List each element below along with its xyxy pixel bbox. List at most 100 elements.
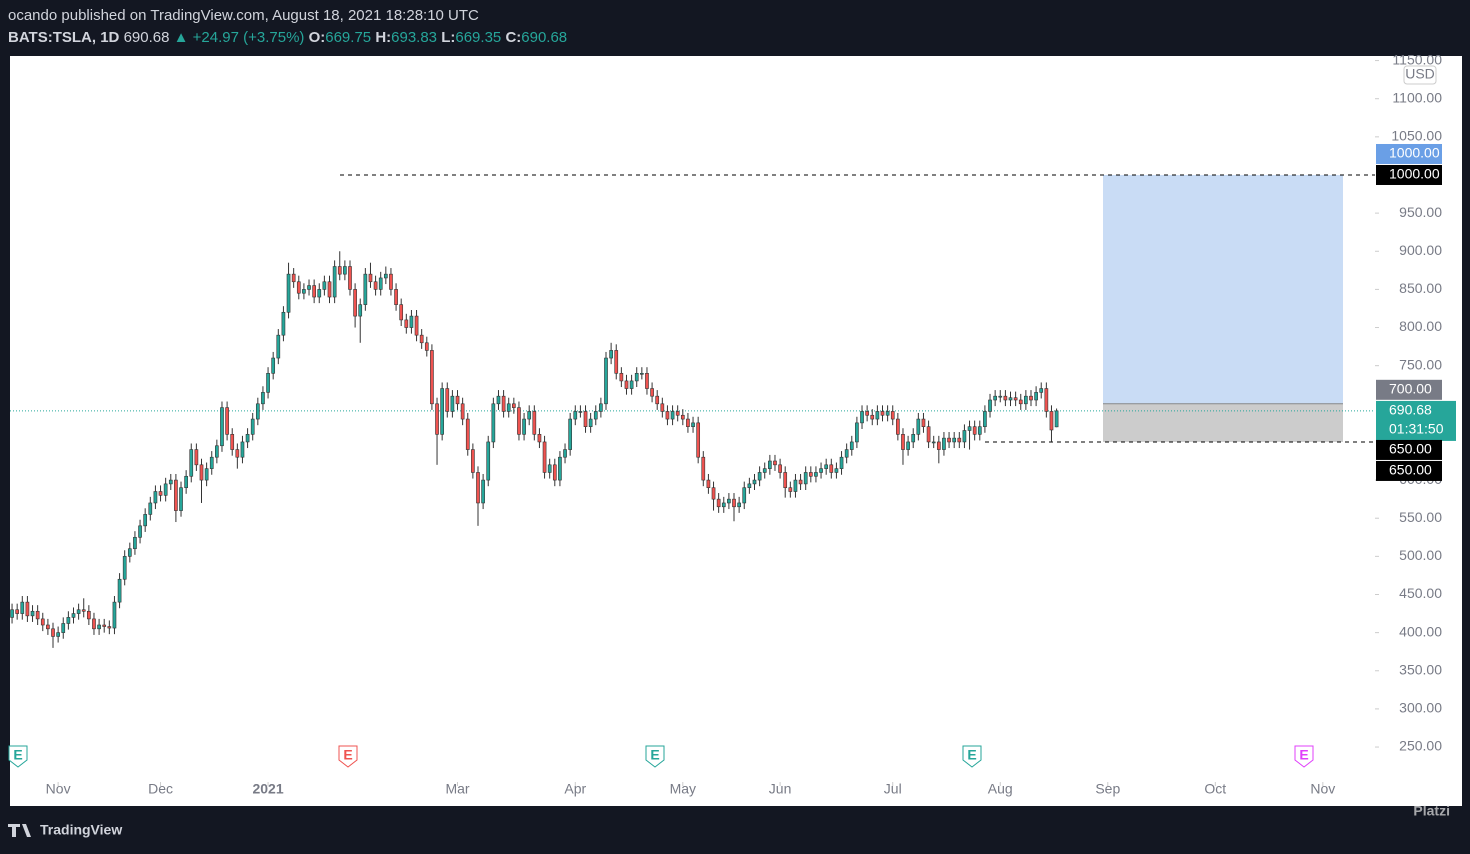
candle-body — [312, 285, 316, 298]
candle-body — [25, 601, 30, 617]
price-bubble-label: 1000.00 — [1389, 166, 1440, 182]
candle-body — [266, 372, 270, 393]
candle-body — [849, 441, 854, 450]
candle-body — [721, 502, 726, 508]
candle-body — [916, 418, 921, 435]
candle-body — [742, 487, 747, 504]
change: +24.97 (+3.75%) — [192, 29, 305, 46]
candle-body — [455, 395, 460, 405]
earnings-icon: E — [8, 745, 28, 768]
y-tick-label: 300.00 — [1399, 700, 1442, 716]
candle-body — [691, 422, 695, 427]
watermark: Platzi — [1413, 803, 1450, 819]
earnings-icon: E — [645, 745, 665, 768]
x-tick-label: Jun — [769, 781, 792, 797]
y-tick-label: 850.00 — [1399, 280, 1442, 296]
candle-body — [701, 456, 706, 481]
price-bubble — [1376, 379, 1442, 400]
candle-body — [383, 273, 388, 279]
candle-body — [629, 380, 634, 389]
h-label: H: — [375, 29, 392, 46]
candle-body — [15, 609, 20, 614]
y-tick-label: 450.00 — [1399, 585, 1442, 601]
candle-body — [957, 437, 962, 443]
candle-body — [588, 418, 593, 427]
candle-body — [865, 411, 869, 416]
candle-body — [163, 483, 168, 496]
y-tick-label: 350.00 — [1399, 661, 1442, 677]
candle-body — [127, 548, 132, 557]
candle-body — [1044, 388, 1049, 412]
candle-body — [716, 498, 721, 508]
price-bubble — [1376, 460, 1442, 481]
earnings-icon: E — [962, 745, 982, 768]
candle-body — [476, 472, 480, 504]
candle-body — [839, 456, 844, 469]
candle-body — [102, 624, 107, 627]
candle-body — [30, 610, 35, 617]
candle-body — [174, 479, 178, 511]
candle-body — [133, 536, 137, 550]
y-tick-label: 800.00 — [1399, 318, 1442, 334]
candle-body — [424, 342, 429, 351]
candle-body — [778, 464, 782, 473]
candle-body — [445, 388, 450, 412]
candle-body — [153, 491, 158, 504]
candle-body — [230, 434, 235, 450]
candle-body — [931, 441, 936, 444]
y-tick-label: 1050.00 — [1391, 128, 1442, 144]
candle-body — [286, 273, 291, 313]
candle-body — [757, 472, 762, 481]
candle-body — [363, 273, 368, 305]
candle-body — [1039, 388, 1044, 393]
candle-body — [496, 395, 501, 405]
candle-body — [179, 487, 183, 511]
candle-body — [890, 411, 895, 420]
candle-body — [977, 426, 982, 435]
candle-body — [281, 311, 286, 336]
y-tick-label: 750.00 — [1399, 356, 1442, 372]
candle-body — [686, 418, 690, 427]
candle-body — [1034, 392, 1038, 401]
candle-body — [747, 483, 752, 489]
candle-body — [517, 407, 521, 435]
price-bubble-label: 650.00 — [1389, 441, 1432, 457]
candle-body — [348, 266, 352, 290]
candle-body — [465, 418, 470, 450]
countdown: 01:31:50 — [1389, 421, 1444, 437]
candle-body — [51, 628, 55, 637]
candle-body — [793, 479, 798, 492]
candle-body — [783, 472, 788, 489]
svg-text:E: E — [650, 747, 659, 763]
candle-body — [921, 418, 926, 427]
up-arrow: ▲ — [173, 29, 189, 46]
candle-body — [609, 350, 613, 359]
candle-body — [732, 498, 736, 508]
candle-body — [122, 556, 127, 580]
candle-body — [645, 372, 649, 389]
candle-body — [199, 464, 204, 481]
candle-body — [896, 418, 900, 435]
candle-body — [619, 372, 624, 382]
candle-body — [983, 411, 987, 427]
candle-body — [435, 403, 439, 435]
candle-body — [1013, 397, 1018, 401]
candle-body — [209, 456, 214, 469]
chart-area — [10, 56, 1462, 806]
candle-body — [834, 468, 839, 473]
candle-body — [563, 449, 567, 458]
candle-body — [860, 411, 864, 424]
candle-body — [71, 613, 76, 618]
candle-body — [76, 609, 81, 614]
candle-body — [97, 624, 101, 630]
svg-text:E: E — [967, 747, 976, 763]
candle-body — [184, 475, 188, 489]
candle-body — [358, 304, 363, 317]
candle-body — [885, 411, 890, 416]
candle-body — [368, 273, 373, 283]
candle-body — [378, 277, 383, 290]
earnings-markers: E E E E E — [8, 745, 1314, 768]
candle-body — [773, 460, 777, 466]
candle-body — [947, 437, 951, 443]
